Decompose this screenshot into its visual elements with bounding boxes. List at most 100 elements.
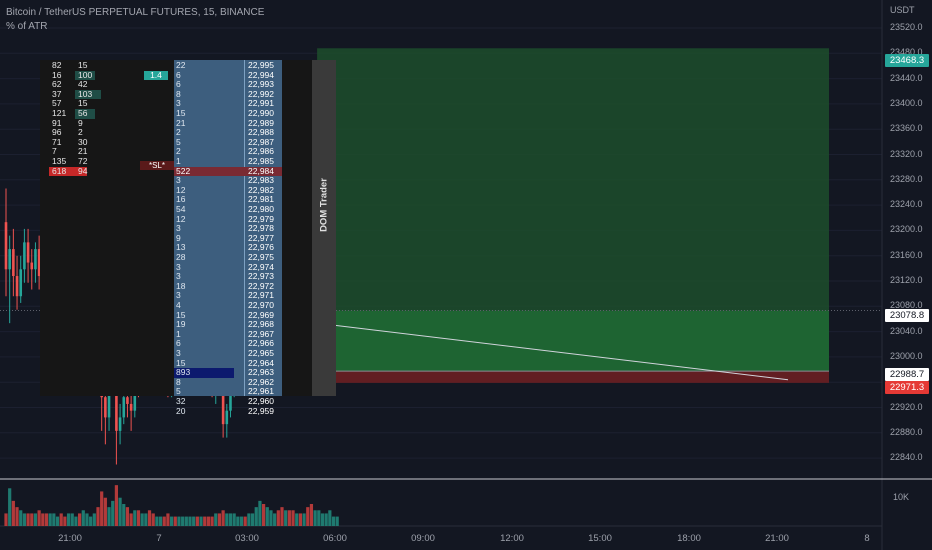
dom-price-cell[interactable]: 22,961: [248, 386, 274, 397]
volume-bar: [166, 513, 170, 526]
price-axis-tick: 23080.0: [890, 300, 923, 311]
candle-2030: [15, 255, 19, 310]
dom-price-cell[interactable]: 22,994: [248, 69, 274, 80]
volume-bar: [125, 507, 130, 526]
dom-volume-cell[interactable]: 3: [176, 175, 181, 186]
dom-price-cell[interactable]: 22,988: [248, 127, 274, 138]
dom-price-cell[interactable]: 22,979: [248, 213, 274, 224]
dom-price-cell[interactable]: 22,974: [248, 261, 274, 272]
volume-bar: [265, 507, 269, 526]
dom-volume-cell[interactable]: 20: [176, 405, 186, 416]
dom-price-cell[interactable]: 22,960: [248, 396, 274, 406]
dom-price-cell[interactable]: 22,967: [248, 328, 274, 339]
dom-price-cell[interactable]: 22,971: [248, 290, 274, 301]
price-axis-tick: 23520.0: [890, 22, 923, 32]
trades-cell: 57: [52, 98, 62, 109]
volume-bar: [118, 497, 122, 526]
dom-volume-cell[interactable]: 2: [176, 146, 181, 157]
trades-highlight: [49, 166, 87, 177]
dom-price-cell[interactable]: 22,990: [248, 108, 274, 118]
dom-volume-cell[interactable]: 3: [176, 261, 181, 272]
dom-volume-cell[interactable]: 6: [176, 79, 181, 90]
volume-bar: [122, 504, 126, 526]
trades-cell: 30: [78, 136, 88, 147]
dom-volume-cell[interactable]: 16: [176, 194, 186, 205]
dom-volume-cell[interactable]: 13: [176, 242, 186, 253]
dom-price-cell[interactable]: 22,981: [248, 194, 274, 205]
dom-volume-cell[interactable]: 8: [176, 88, 181, 99]
dom-price-cell[interactable]: 22,964: [248, 357, 274, 368]
dom-price-cell[interactable]: 22,976: [248, 242, 274, 253]
volume-bar: [232, 513, 236, 526]
dom-price-cell[interactable]: 22,985: [248, 156, 274, 166]
dom-price-cell[interactable]: 22,978: [248, 223, 274, 234]
dom-volume-cell[interactable]: 9: [176, 232, 181, 243]
dom-volume-cell[interactable]: 6: [176, 338, 181, 349]
dom-price-cell[interactable]: 22,993: [248, 79, 274, 90]
candle-2015: [12, 228, 15, 297]
dom-price-cell[interactable]: 22,968: [248, 319, 274, 330]
dom-volume-cell[interactable]: 2: [176, 127, 181, 138]
dom-volume-cell[interactable]: 893: [176, 367, 191, 378]
dom-price-cell[interactable]: 22,987: [248, 136, 274, 147]
dom-price-ladder[interactable]: [174, 60, 282, 396]
dom-volume-cell[interactable]: 28: [176, 252, 186, 262]
dom-volume-cell[interactable]: 21: [176, 117, 186, 128]
dom-price-cell[interactable]: 22,986: [248, 146, 274, 157]
dom-volume-cell[interactable]: 54: [176, 204, 186, 214]
dom-trader-tab[interactable]: DOM Trader: [312, 60, 336, 396]
dom-volume-cell[interactable]: 15: [176, 309, 186, 320]
dom-volume-cell[interactable]: 12: [176, 184, 186, 195]
dom-volume-cell[interactable]: 22: [176, 60, 186, 70]
dom-price-cell[interactable]: 22,966: [248, 338, 274, 349]
candle-2100: [23, 228, 26, 283]
dom-volume-cell[interactable]: 15: [176, 357, 186, 368]
dom-volume-cell[interactable]: 1: [176, 328, 181, 339]
dom-price-cell[interactable]: 22,984: [248, 165, 274, 176]
dom-price-cell[interactable]: 22,962: [248, 376, 274, 387]
volume-bar: [313, 510, 317, 526]
dom-price-cell[interactable]: 22,963: [248, 367, 274, 378]
dom-volume-cell[interactable]: 18: [176, 280, 186, 291]
dom-price-cell[interactable]: 22,959: [248, 405, 274, 416]
dom-volume-cell[interactable]: 15: [176, 108, 186, 118]
dom-price-cell[interactable]: 22,980: [248, 204, 274, 214]
dom-price-cell[interactable]: 22,992: [248, 88, 274, 99]
stop-loss-row[interactable]: [174, 166, 282, 177]
dom-price-cell[interactable]: 22,970: [248, 300, 274, 310]
dom-volume-cell[interactable]: 3: [176, 348, 181, 358]
dom-price-cell[interactable]: 22,969: [248, 309, 274, 320]
dom-volume-cell[interactable]: 3: [176, 271, 181, 282]
dom-volume-cell[interactable]: 3: [176, 223, 181, 234]
dom-price-cell[interactable]: 22,982: [248, 184, 274, 195]
trades-cell: 16: [52, 69, 62, 80]
dom-price-cell[interactable]: 22,973: [248, 271, 274, 282]
trades-highlight: [75, 109, 95, 119]
dom-volume-cell[interactable]: 19: [176, 319, 186, 330]
dom-price-cell[interactable]: 22,991: [248, 98, 274, 109]
dom-volume-cell[interactable]: 3: [176, 290, 181, 301]
dom-price-cell[interactable]: 22,977: [248, 232, 274, 243]
dom-volume-cell[interactable]: 6: [176, 69, 181, 80]
dom-volume-cell[interactable]: 5: [176, 136, 181, 147]
dom-price-cell[interactable]: 22,965: [248, 348, 274, 358]
dom-price-cell[interactable]: 22,975: [248, 252, 274, 262]
dom-price-cell[interactable]: 22,972: [248, 280, 274, 291]
dom-volume-cell[interactable]: 12: [176, 213, 186, 224]
dom-volume-cell[interactable]: 8: [176, 376, 181, 387]
volume-bar: [103, 497, 107, 526]
dom-volume-cell[interactable]: 3: [176, 98, 181, 109]
dom-volume-cell[interactable]: 4: [176, 300, 181, 310]
dom-price-cell[interactable]: 22,989: [248, 117, 274, 128]
dom-price-cell[interactable]: 22,983: [248, 175, 274, 186]
dom-volume-cell[interactable]: 32: [176, 396, 186, 406]
dom-volume-cell[interactable]: 1: [176, 156, 181, 166]
dom-volume-cell[interactable]: 5: [176, 386, 181, 397]
volume-bar: [324, 513, 328, 526]
stop-loss-label[interactable]: *SL*: [140, 161, 174, 170]
dom-price-cell[interactable]: 22,995: [248, 60, 274, 70]
candle-2115: [26, 228, 30, 283]
price-axis-tick: 23240.0: [890, 199, 923, 210]
dom-volume-cell[interactable]: 522: [176, 165, 191, 176]
order-row[interactable]: [174, 368, 234, 378]
